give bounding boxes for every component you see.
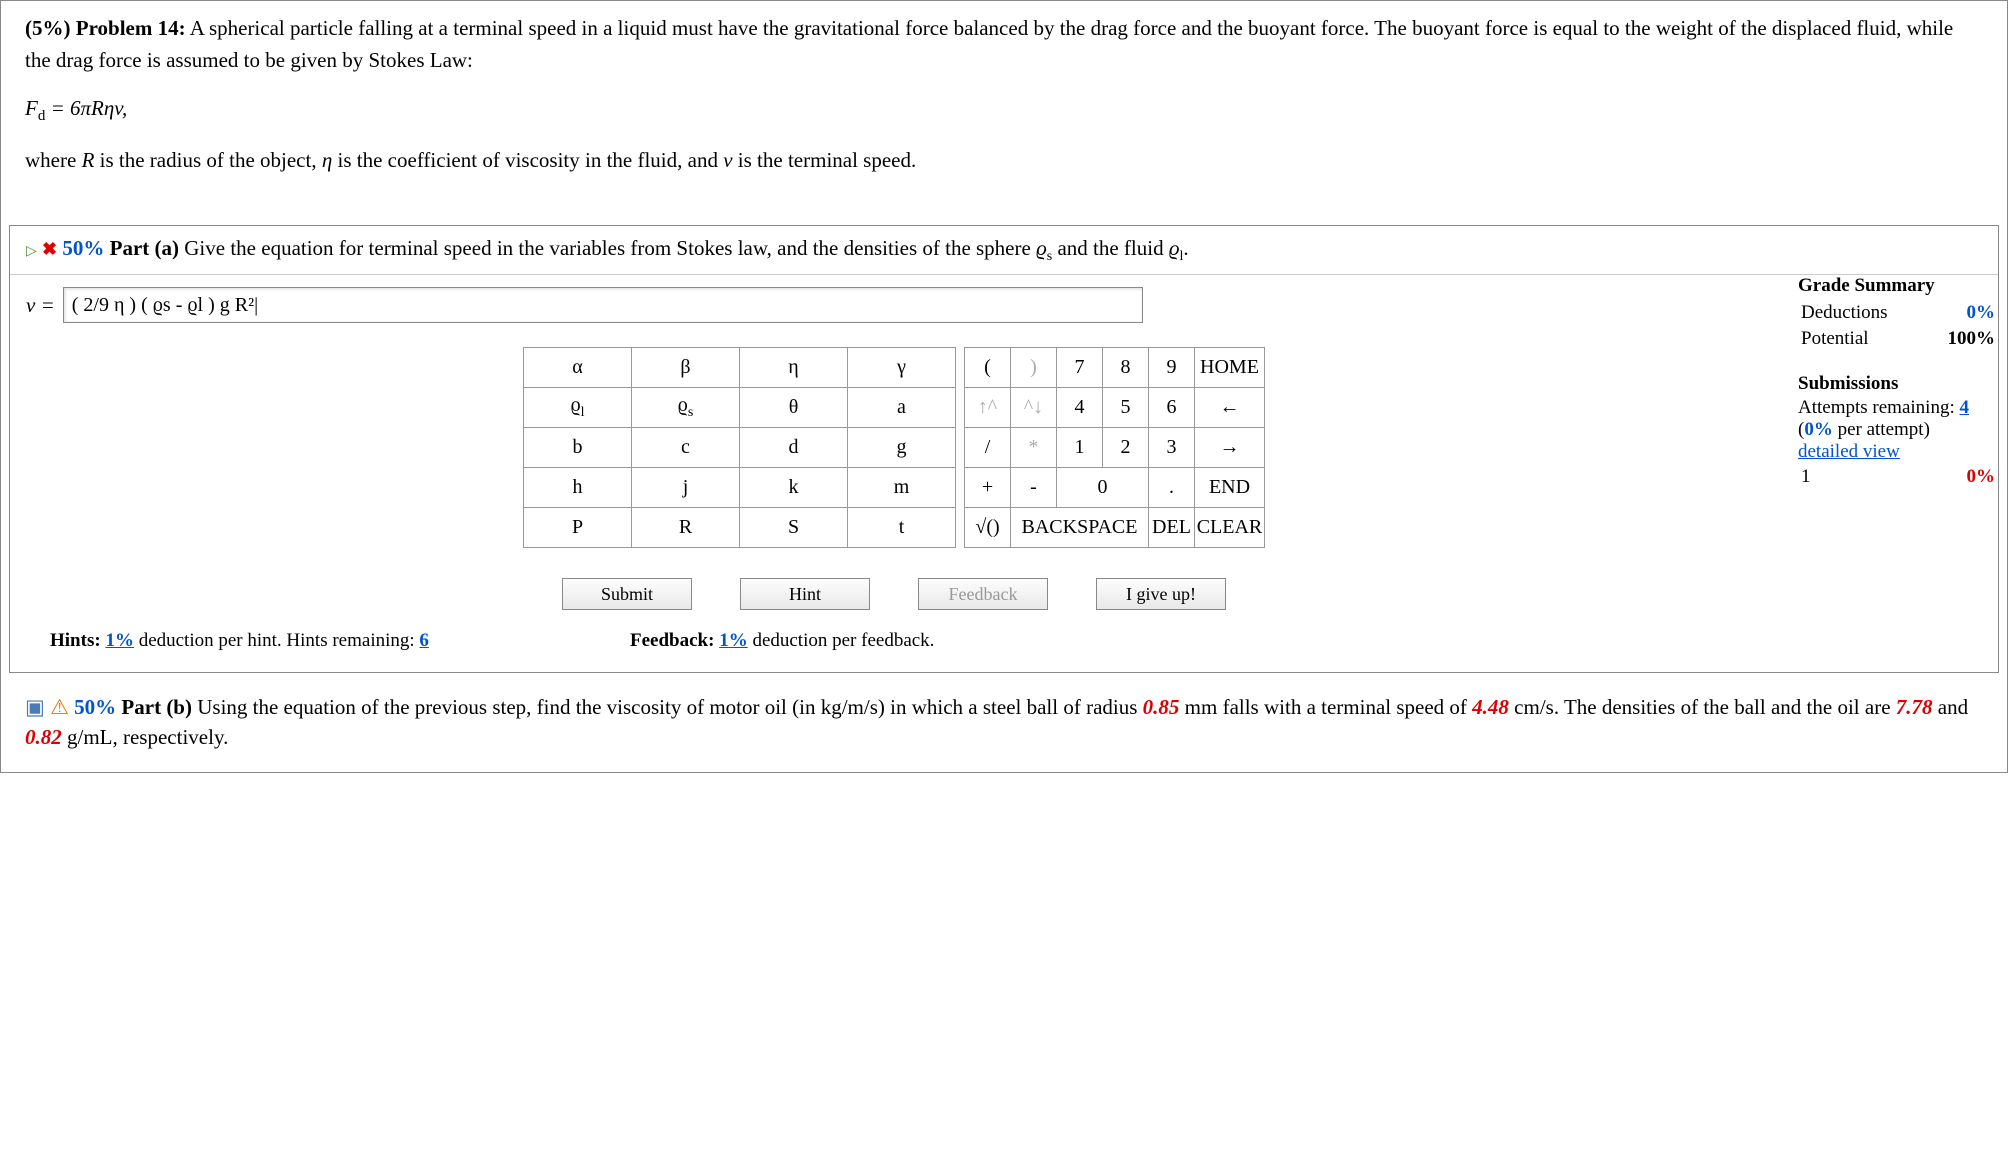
numeric-keypad: ( ) 7 8 9 HOME ↑^ ^↓ 4 — [964, 347, 1265, 548]
submit-button[interactable]: Submit — [562, 578, 692, 610]
key-R[interactable]: R — [632, 508, 740, 548]
key-left[interactable]: ← — [1195, 388, 1265, 428]
key-7[interactable]: 7 — [1057, 348, 1103, 388]
key-clear[interactable]: CLEAR — [1195, 508, 1265, 548]
part-a-percent: 50% — [62, 236, 104, 260]
submissions-header: Submissions — [1798, 373, 1998, 395]
answer-input[interactable] — [63, 287, 1143, 323]
key-star[interactable]: * — [1011, 428, 1057, 468]
key-t[interactable]: t — [848, 508, 956, 548]
key-gamma[interactable]: γ — [848, 348, 956, 388]
key-plus[interactable]: + — [965, 468, 1011, 508]
potential-label: Potential — [1800, 327, 1924, 351]
summary-header: Grade Summary — [1798, 275, 1998, 297]
key-sqrt[interactable]: √() — [965, 508, 1011, 548]
feedback-info: Feedback: 1% deduction per feedback. — [630, 630, 1958, 652]
part-a-container: ▷ ✖ 50% Part (a) Give the equation for t… — [9, 225, 1999, 674]
expand-icon[interactable]: ▷ — [26, 244, 37, 259]
key-beta[interactable]: β — [632, 348, 740, 388]
part-a-prompt: Give the equation for terminal speed in … — [184, 236, 1188, 260]
problem-text: A spherical particle falling at a termin… — [25, 16, 1953, 72]
part-b-container: ▣ ⚠ 50% Part (b) Using the equation of t… — [9, 681, 1999, 764]
key-3[interactable]: 3 — [1149, 428, 1195, 468]
hints-info: Hints: 1% deduction per hint. Hints rema… — [50, 630, 630, 652]
key-2[interactable]: 2 — [1103, 428, 1149, 468]
deductions-value: 0% — [1926, 301, 1996, 325]
part-a-label: Part (a) — [110, 236, 179, 260]
answer-label: v = — [26, 293, 63, 318]
key-right[interactable]: → — [1195, 428, 1265, 468]
key-6[interactable]: 6 — [1149, 388, 1195, 428]
key-del[interactable]: DEL — [1149, 508, 1195, 548]
key-lparen[interactable]: ( — [965, 348, 1011, 388]
problem-percent: (5%) — [25, 16, 71, 40]
key-S[interactable]: S — [740, 508, 848, 548]
key-minus[interactable]: - — [1011, 468, 1057, 508]
action-buttons: Submit Hint Feedback I give up! — [562, 578, 1226, 610]
grade-summary: Grade Summary Deductions 0% Potential 10… — [1778, 275, 1998, 618]
key-4[interactable]: 4 — [1057, 388, 1103, 428]
problem-container: (5%) Problem 14: A spherical particle fa… — [0, 0, 2008, 773]
key-end[interactable]: END — [1195, 468, 1265, 508]
key-9[interactable]: 9 — [1149, 348, 1195, 388]
key-dot[interactable]: . — [1149, 468, 1195, 508]
deductions-label: Deductions — [1800, 301, 1924, 325]
attempt-score: 0% — [1855, 465, 1996, 489]
detailed-view-link[interactable]: detailed view — [1798, 441, 1998, 463]
part-b-label: Part (b) — [121, 695, 192, 719]
key-sup-down[interactable]: ^↓ — [1011, 388, 1057, 428]
key-backspace[interactable]: BACKSPACE — [1011, 508, 1149, 548]
symbol-keypad: α β η γ ϱl ϱs θ a — [523, 347, 956, 548]
part-b-percent: 50% — [74, 695, 116, 719]
collapse-icon[interactable]: ▣ — [25, 695, 45, 719]
key-theta[interactable]: θ — [740, 388, 848, 428]
key-1[interactable]: 1 — [1057, 428, 1103, 468]
key-g[interactable]: g — [848, 428, 956, 468]
potential-value: 100% — [1926, 327, 1996, 351]
feedback-button[interactable]: Feedback — [918, 578, 1048, 610]
attempts-remaining: Attempts remaining: 4 — [1798, 397, 1998, 419]
key-h[interactable]: h — [524, 468, 632, 508]
key-rho-s[interactable]: ϱs — [632, 388, 740, 428]
key-0[interactable]: 0 — [1057, 468, 1149, 508]
key-alpha[interactable]: α — [524, 348, 632, 388]
key-j[interactable]: j — [632, 468, 740, 508]
keypad-area: α β η γ ϱl ϱs θ a — [10, 327, 1778, 618]
key-eta[interactable]: η — [740, 348, 848, 388]
key-rho-l[interactable]: ϱl — [524, 388, 632, 428]
key-b[interactable]: b — [524, 428, 632, 468]
key-slash[interactable]: / — [965, 428, 1011, 468]
key-8[interactable]: 8 — [1103, 348, 1149, 388]
key-P[interactable]: P — [524, 508, 632, 548]
problem-description: where R is the radius of the object, η i… — [1, 133, 2007, 217]
key-c[interactable]: c — [632, 428, 740, 468]
part-a-header: ▷ ✖ 50% Part (a) Give the equation for t… — [10, 226, 1998, 276]
problem-label: Problem 14: — [76, 16, 186, 40]
key-5[interactable]: 5 — [1103, 388, 1149, 428]
close-icon[interactable]: ✖ — [42, 239, 57, 259]
key-rparen[interactable]: ) — [1011, 348, 1057, 388]
hint-button[interactable]: Hint — [740, 578, 870, 610]
stokes-equation: Fd = 6πRηv, — [1, 88, 2007, 133]
key-d[interactable]: d — [740, 428, 848, 468]
key-home[interactable]: HOME — [1195, 348, 1265, 388]
footer-row: Hints: 1% deduction per hint. Hints rema… — [10, 618, 1998, 672]
giveup-button[interactable]: I give up! — [1096, 578, 1226, 610]
warning-icon: ⚠ — [50, 695, 69, 719]
key-sup-up[interactable]: ↑^ — [965, 388, 1011, 428]
problem-statement: (5%) Problem 14: A spherical particle fa… — [1, 1, 2007, 88]
attempt-num: 1 — [1800, 465, 1853, 489]
answer-row: v = — [10, 275, 1778, 327]
key-a[interactable]: a — [848, 388, 956, 428]
key-k[interactable]: k — [740, 468, 848, 508]
key-m[interactable]: m — [848, 468, 956, 508]
